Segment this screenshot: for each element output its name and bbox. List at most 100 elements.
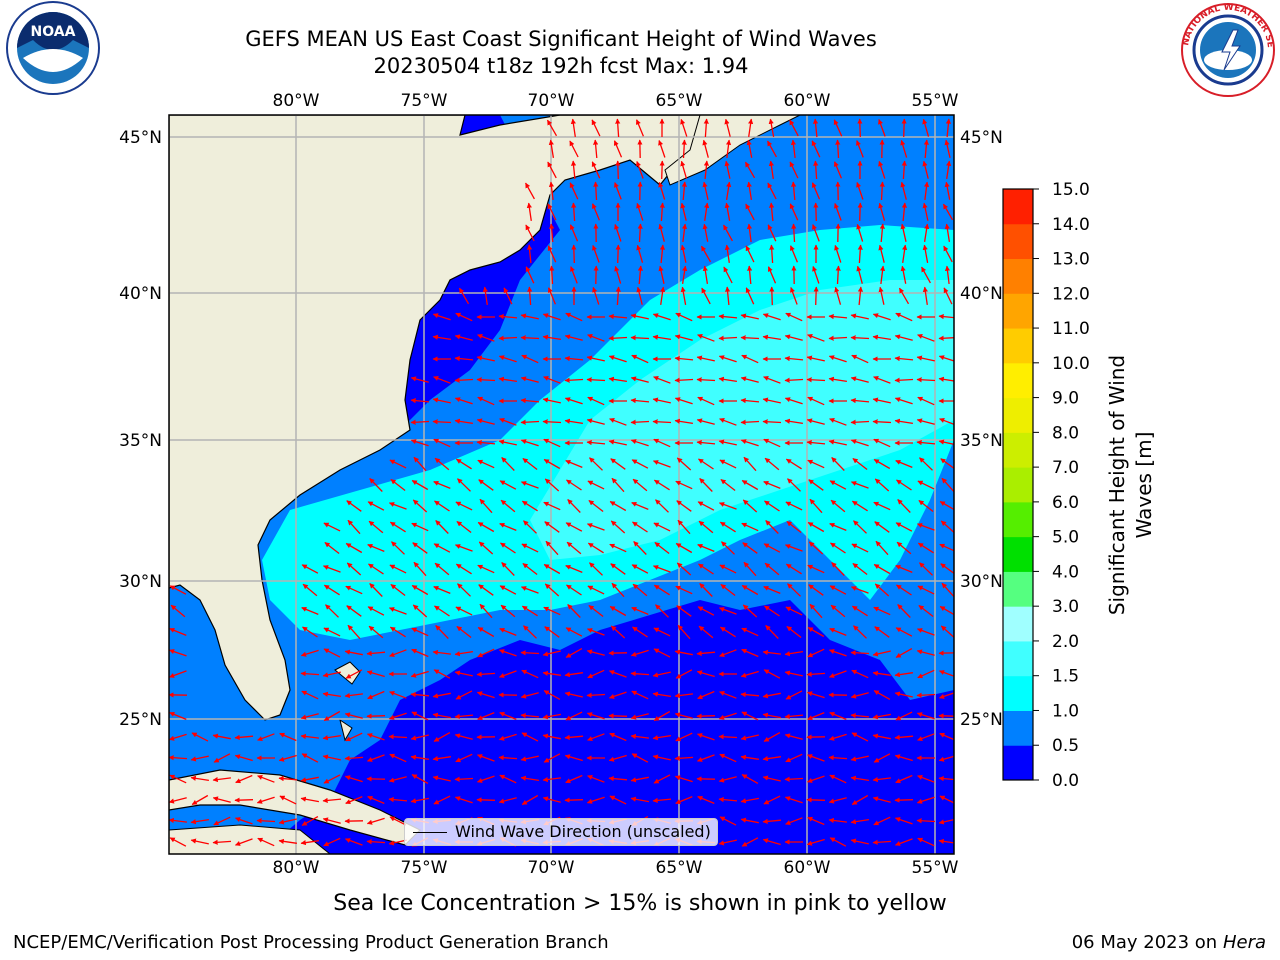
wave-direction-arrow [923,181,930,200]
wave-direction-arrow [851,481,869,489]
wave-direction-arrow [723,224,733,242]
wave-direction-arrow [476,439,496,446]
wave-direction-arrow [501,457,515,471]
wave-direction-arrow [366,817,385,825]
wave-direction-arrow [829,480,847,490]
wave-direction-arrow [767,266,777,284]
wave-direction-arrow [544,583,560,597]
wave-direction-arrow [831,562,845,576]
wave-direction-arrow [874,521,890,533]
wave-direction-arrow [322,691,342,698]
wave-direction-arrow [808,584,824,596]
wave-direction-arrow [347,624,361,640]
wave-direction-arrow [542,313,561,321]
wave-direction-arrow [719,649,737,657]
wave-direction-arrow [636,202,644,221]
wave-direction-arrow [851,354,869,364]
wave-direction-arrow [879,181,885,201]
wave-direction-arrow [894,797,914,803]
wave-direction-arrow [674,755,694,761]
wave-direction-arrow [652,754,671,761]
wave-direction-arrow [918,604,934,618]
wave-direction-arrow [784,713,804,720]
colorbar-segment [1003,258,1033,294]
wave-direction-arrow [807,521,825,533]
colorbar-segment [1003,745,1033,781]
wave-direction-arrow [808,541,824,555]
wave-direction-arrow [526,202,532,221]
wave-direction-arrow [764,500,780,512]
wave-direction-arrow [742,542,758,554]
wave-direction-arrow [894,334,913,341]
wave-direction-arrow [586,418,605,425]
wave-direction-arrow [458,287,470,305]
wave-direction-arrow [784,776,804,782]
wave-direction-arrow [872,397,891,404]
wave-direction-arrow [652,734,672,741]
wave-direction-arrow [857,286,864,306]
wave-direction-arrow [917,669,935,679]
wave-direction-arrow [632,521,648,533]
wave-direction-arrow [609,795,627,805]
wave-direction-arrow [389,753,407,763]
wave-direction-arrow [476,691,495,699]
wave-direction-arrow [718,313,738,320]
wave-direction-arrow [719,502,737,510]
wave-direction-arrow [521,481,539,489]
wave-direction-arrow [301,690,319,700]
vector-legend: Wind Wave Direction (unscaled) [404,818,718,846]
wave-direction-arrow [434,605,450,617]
lon-tick-bottom: 75°W [401,858,448,878]
wave-direction-arrow [941,477,954,493]
colorbar-label-units: Waves [m] [1132,432,1156,539]
wave-direction-arrow [659,160,665,180]
wave-direction-arrow [433,732,451,742]
wave-direction-arrow [917,775,935,783]
wave-direction-arrow [674,692,693,699]
wave-direction-arrow [850,712,870,719]
lat-tick-right: 35°N [960,431,1003,451]
wave-direction-arrow [851,586,869,594]
wave-direction-arrow [763,585,781,595]
wave-direction-arrow [454,650,474,657]
wave-direction-arrow [543,376,561,384]
wave-direction-arrow [806,797,826,803]
wave-direction-arrow [234,734,254,740]
wave-direction-arrow [542,670,561,676]
wave-direction-arrow [812,266,820,284]
wave-direction-arrow [857,202,863,222]
wave-direction-arrow [630,439,649,447]
wave-direction-arrow [235,817,253,825]
wave-direction-arrow [851,543,869,553]
wave-direction-arrow [719,626,736,638]
wave-direction-arrow [813,160,819,180]
wave-direction-arrow [807,775,825,783]
wave-direction-arrow [873,376,891,384]
wave-direction-arrow [808,479,824,491]
wave-direction-arrow [278,818,297,825]
wave-direction-arrow [542,419,562,425]
wave-direction-arrow [785,501,803,511]
wave-direction-arrow [588,604,604,618]
wave-direction-arrow [433,376,451,384]
wave-direction-arrow [674,649,693,656]
lat-tick-right: 30°N [960,572,1003,592]
wave-direction-arrow [896,584,912,596]
wave-direction-arrow [807,626,825,638]
wave-direction-arrow [829,627,847,637]
wave-direction-arrow [410,754,429,760]
wave-direction-arrow [565,312,583,322]
wave-direction-arrow [829,774,847,784]
wave-direction-arrow [724,286,731,306]
wave-direction-arrow [718,839,737,846]
wave-direction-arrow [610,520,626,534]
wave-direction-arrow [571,244,577,264]
wave-direction-arrow [652,397,671,404]
wave-direction-arrow [653,565,671,573]
wave-direction-arrow [520,313,539,320]
wave-direction-arrow [806,671,826,677]
wave-direction-arrow [455,753,473,763]
wave-direction-arrow [676,562,692,576]
wave-direction-arrow [917,585,935,595]
wave-direction-arrow [940,520,954,534]
